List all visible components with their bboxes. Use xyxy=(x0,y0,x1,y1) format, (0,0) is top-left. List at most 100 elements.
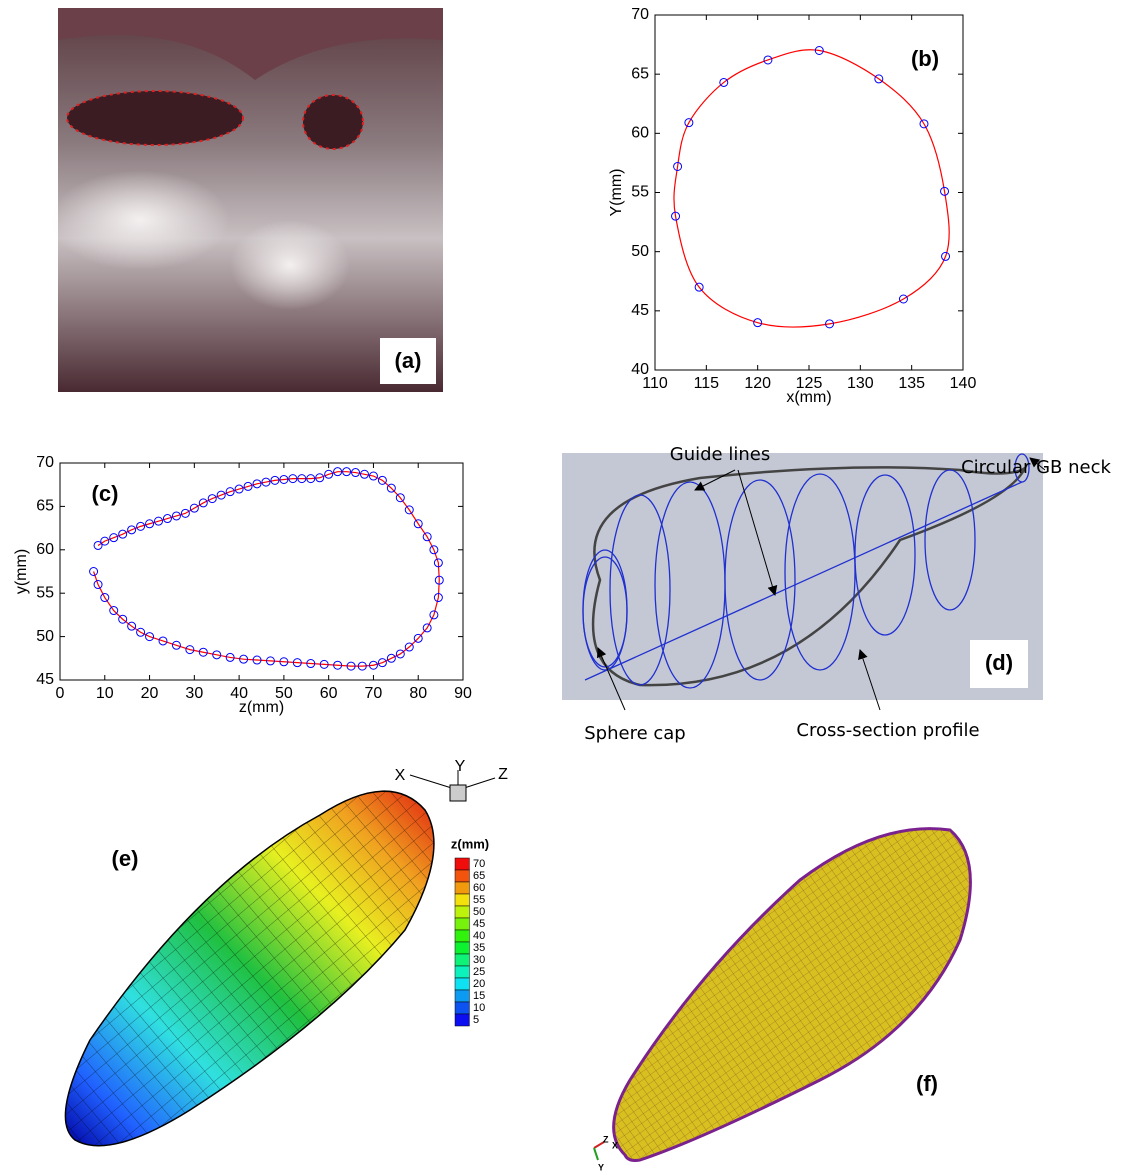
panel-a: (a) xyxy=(50,8,443,392)
data-point xyxy=(279,474,289,484)
data-point xyxy=(158,636,168,646)
x-tick-label: 90 xyxy=(454,685,472,702)
data-point xyxy=(171,640,181,650)
data-point xyxy=(234,484,244,494)
echo xyxy=(230,220,350,310)
cross-sections xyxy=(582,453,1030,689)
panel-label: (f) xyxy=(916,1071,938,1096)
data-point xyxy=(898,294,908,304)
data-point xyxy=(154,516,164,526)
data-point xyxy=(386,483,396,493)
x-tick-label: 20 xyxy=(141,685,159,702)
colorbar-segment xyxy=(454,989,470,1003)
axis-name: Y xyxy=(598,1162,604,1172)
data-point xyxy=(377,475,387,485)
data-point xyxy=(180,508,190,518)
data-point xyxy=(265,656,275,666)
x-tick-label: 140 xyxy=(950,375,977,392)
x-tick-label: 70 xyxy=(365,685,383,702)
data-point xyxy=(127,525,137,535)
data-point xyxy=(136,627,146,637)
data-point xyxy=(377,658,387,668)
axis-line xyxy=(593,1147,599,1161)
data-point xyxy=(127,621,137,631)
axis-triad xyxy=(409,770,496,802)
colorbar-tick-label: 15 xyxy=(473,990,485,1002)
x-tick-label: 60 xyxy=(320,685,338,702)
colorbar-tick-label: 70 xyxy=(473,858,485,870)
data-point xyxy=(395,493,405,503)
data-point xyxy=(292,658,302,668)
x-axis-label: z(mm) xyxy=(239,699,284,716)
image-top xyxy=(58,8,443,80)
arrow xyxy=(694,469,736,491)
axis-name: Z xyxy=(603,1134,609,1144)
colorbar-tick-label: 40 xyxy=(473,930,485,942)
plot-frame xyxy=(59,462,464,681)
data-point xyxy=(359,469,369,479)
data-point xyxy=(243,481,253,491)
data-point xyxy=(825,319,835,329)
colorbar-segment xyxy=(454,953,470,967)
axis-name: X xyxy=(395,767,406,784)
data-point xyxy=(874,74,884,84)
data-point xyxy=(118,529,128,539)
data-point xyxy=(684,118,694,128)
colorbar-segment xyxy=(454,881,470,895)
data-point xyxy=(404,505,414,515)
data-point xyxy=(386,653,396,663)
data-point xyxy=(100,536,110,546)
x-tick-label: 0 xyxy=(56,685,65,702)
data-point xyxy=(404,642,414,652)
curve xyxy=(93,471,440,667)
panel-f: (f) Z X Y xyxy=(593,827,972,1172)
data-point xyxy=(753,318,763,328)
data-point xyxy=(118,614,128,624)
x-tick-label: 135 xyxy=(898,375,925,392)
data-point xyxy=(342,467,352,477)
data-point xyxy=(413,519,423,529)
data-point xyxy=(429,610,439,620)
colorbar-segment xyxy=(454,917,470,931)
data-point xyxy=(306,474,316,484)
curve xyxy=(673,49,950,328)
colorbar-tick-label: 60 xyxy=(473,882,485,894)
data-point xyxy=(162,514,172,524)
y-tick-label: 55 xyxy=(36,584,54,601)
chart-title: (b) xyxy=(911,46,939,71)
data-point xyxy=(333,467,343,477)
data-point xyxy=(93,540,103,550)
data-point xyxy=(252,479,262,489)
data-point xyxy=(346,661,356,671)
colorbar-segment xyxy=(454,857,470,871)
panel-d: Guide lines Circular GB neck Sphere cap … xyxy=(562,444,1112,744)
data-point xyxy=(270,475,280,485)
arrow xyxy=(597,647,626,711)
data-point xyxy=(763,55,773,65)
colorbar-segment xyxy=(454,1013,470,1027)
data-point xyxy=(919,119,929,129)
panel-label: (a) xyxy=(395,348,422,373)
y-tick-label: 70 xyxy=(36,454,54,471)
label-box xyxy=(380,338,436,384)
data-point xyxy=(279,657,289,667)
data-point xyxy=(941,251,951,261)
x-tick-label: 110 xyxy=(642,375,668,392)
x-tick-label: 10 xyxy=(96,685,114,702)
data-point xyxy=(100,593,110,603)
data-point xyxy=(198,647,208,657)
data-point xyxy=(395,649,405,659)
data-point xyxy=(252,655,262,665)
data-point xyxy=(225,652,235,662)
data-point xyxy=(368,660,378,670)
data-point xyxy=(368,471,378,481)
data-point xyxy=(694,282,704,292)
colorbar-segment xyxy=(454,965,470,979)
x-tick-label: 115 xyxy=(694,375,720,392)
y-tick-label: 50 xyxy=(631,243,649,260)
annotation: Circular GB neck xyxy=(961,457,1111,478)
x-tick-label: 80 xyxy=(409,685,427,702)
y-axis-label: Y(mm) xyxy=(608,169,625,217)
chart: 0 10 20 30 40 50 60 70 80 90 45 50 55 60 65 70 z(mm) y(mm… xyxy=(13,454,472,716)
